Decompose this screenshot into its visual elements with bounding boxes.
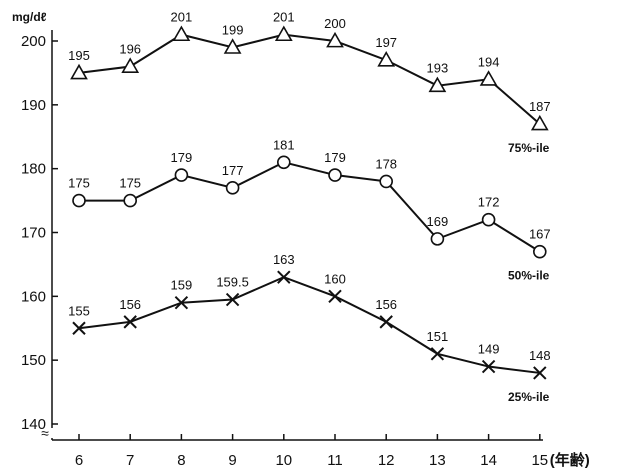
data-point-circle: [276, 155, 291, 170]
data-point-x: [379, 315, 393, 329]
y-axis-unit-label: mg/dℓ: [12, 10, 47, 24]
data-point-circle: [123, 193, 137, 208]
data-point-circle: [532, 244, 547, 259]
data-point-triangle: [70, 63, 88, 80]
data-label: 167: [529, 227, 551, 242]
y-tick-label: 160: [21, 288, 46, 305]
data-label: 177: [222, 163, 244, 178]
data-label: 169: [427, 214, 449, 229]
y-tick-label: 190: [21, 97, 46, 114]
data-point-triangle: [172, 25, 191, 42]
data-point-triangle: [326, 31, 344, 48]
x-tick-label: 15: [531, 452, 548, 469]
data-point-circle: [379, 174, 394, 189]
data-label: 156: [375, 297, 397, 312]
x-tick-label: 14: [480, 452, 497, 469]
x-tick-label: 6: [75, 452, 83, 469]
data-point-x: [277, 270, 291, 284]
data-label: 199: [222, 22, 244, 37]
x-tick-label: 10: [275, 452, 292, 469]
data-point-x: [481, 359, 496, 374]
data-label: 195: [68, 48, 90, 63]
data-label: 159: [171, 278, 193, 293]
data-label: 172: [478, 195, 500, 210]
data-label: 179: [324, 150, 346, 165]
y-tick-label: 170: [21, 225, 46, 242]
x-axis-unit-label: (年齢): [550, 451, 590, 469]
data-label: 197: [375, 35, 397, 50]
series-x: 155 156 159 159.5 163 160 156 151 149 148 25%-ile: [68, 252, 551, 404]
y-tick-label: 180: [21, 161, 46, 178]
data-point-x: [533, 366, 547, 380]
data-point-circle: [430, 232, 445, 246]
data-label: 201: [171, 10, 193, 25]
data-point-triangle: [223, 38, 242, 54]
series-triangle: 195 196 201 199 201 200 197 193 194 187 75%-ile: [68, 10, 551, 155]
data-label: 201: [273, 10, 295, 25]
axis-break-symbol: ≈: [41, 425, 49, 441]
series-line: [78, 276, 540, 374]
data-point-x: [225, 292, 240, 307]
data-label: 200: [324, 16, 346, 31]
data-point-circle: [72, 193, 86, 208]
y-tick-label: 140: [21, 416, 46, 433]
series-name-label: 25%-ile: [508, 390, 550, 404]
series-name-label: 75%-ile: [508, 141, 550, 155]
data-point-circle: [225, 181, 240, 195]
data-point-triangle: [274, 25, 293, 42]
data-label: 179: [171, 150, 193, 165]
series-circle: 175 175 179 177 181 179 178 169 172 167 50%-ile: [68, 137, 551, 282]
data-point-triangle: [530, 114, 549, 131]
data-label: 163: [273, 252, 295, 267]
x-tick-label: 11: [327, 452, 343, 469]
data-point-triangle: [479, 70, 498, 86]
data-label: 196: [119, 42, 141, 57]
data-point-x: [328, 289, 342, 304]
data-label: 148: [529, 348, 551, 363]
data-label: 160: [324, 271, 346, 286]
x-tick-label: 8: [177, 452, 185, 469]
data-point-circle: [481, 212, 496, 227]
data-label: 193: [427, 61, 449, 76]
data-label: 149: [478, 342, 500, 357]
x-tick-label: 7: [126, 452, 134, 469]
data-point-x: [72, 321, 86, 335]
data-point-triangle: [121, 57, 140, 73]
data-label: 175: [119, 176, 141, 191]
data-label: 151: [427, 329, 449, 344]
data-point-circle: [174, 168, 189, 182]
data-label: 187: [529, 99, 551, 114]
series-line: [79, 161, 541, 253]
series-line: [78, 33, 541, 125]
data-point-x: [174, 296, 189, 310]
x-tick-label: 13: [429, 452, 446, 469]
data-label: 155: [68, 303, 90, 318]
data-point-triangle: [428, 76, 447, 93]
data-point-x: [430, 347, 445, 361]
x-tick-label: 12: [378, 452, 395, 469]
data-label: 156: [119, 297, 141, 312]
data-label: 194: [478, 54, 500, 69]
data-label: 159.5: [216, 275, 249, 290]
data-point-x: [123, 315, 137, 329]
data-label: 181: [273, 137, 295, 152]
series-name-label: 50%-ile: [508, 269, 550, 283]
data-label: 175: [68, 176, 90, 191]
y-tick-label: 150: [21, 352, 46, 369]
axes: ≈ mg/dℓ 140 150 160 170 180 190 200 6 7 8 9 10 11 12 13 1…: [12, 10, 590, 469]
x-tick-label: 9: [228, 452, 236, 469]
data-label: 178: [375, 156, 397, 171]
data-point-circle: [328, 168, 342, 182]
y-tick-label: 200: [21, 33, 46, 50]
data-point-triangle: [377, 51, 396, 67]
